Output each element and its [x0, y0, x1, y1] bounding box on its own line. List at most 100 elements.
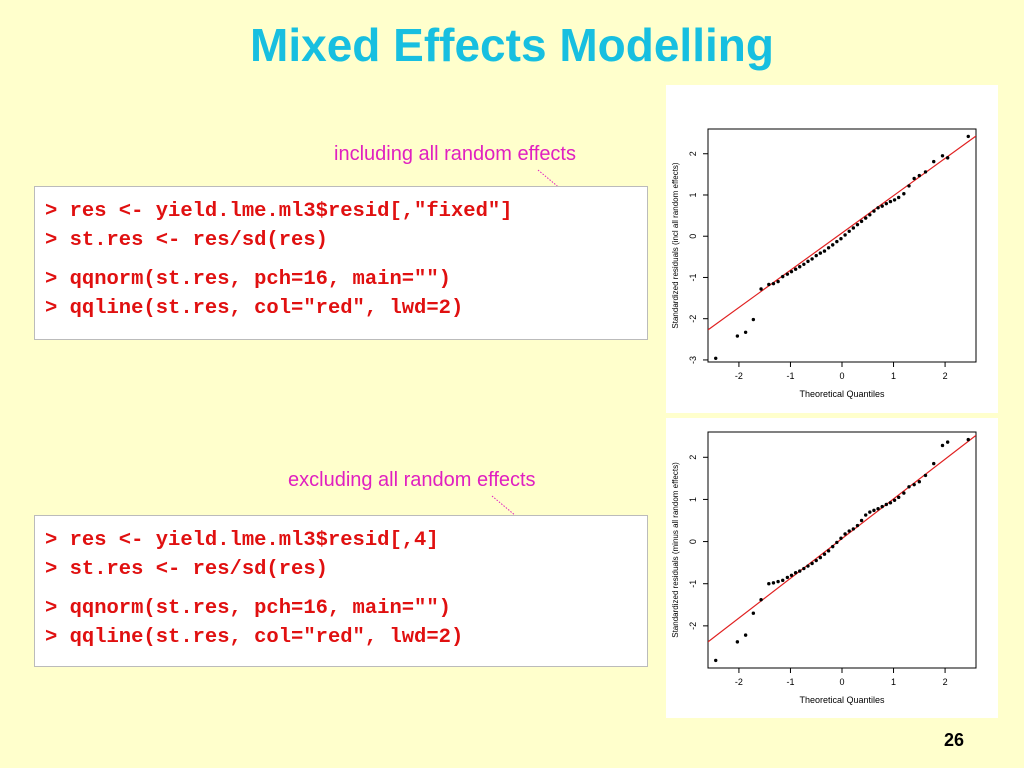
qq-point [888, 199, 893, 204]
qq-point [751, 317, 756, 322]
qq-point [876, 507, 880, 511]
x-tick-label: 0 [839, 371, 844, 381]
qq-point [859, 518, 864, 523]
code-line: > qqline(st.res, col="red", lwd=2) [45, 626, 464, 649]
qq-plot-incl: -2 -1 0 1 2 -3 -2 -1 0 1 2 Theoretical Quantiles Sta… [671, 128, 977, 399]
qq-point [855, 523, 860, 528]
y-tick-label: 0 [688, 539, 698, 544]
qq-point [907, 184, 911, 188]
qq-point [743, 633, 748, 637]
qq-point [802, 566, 806, 571]
qq-point [843, 233, 847, 237]
qq-point [818, 251, 823, 255]
qq-point [771, 581, 776, 585]
qq-point [907, 485, 911, 489]
qq-point [892, 498, 897, 502]
qq-point [884, 502, 889, 507]
x-tick-label: -2 [735, 677, 743, 687]
qq-point [872, 508, 876, 513]
qq-point [789, 269, 794, 274]
qq-point [876, 206, 880, 210]
qq-point [767, 282, 771, 287]
y-tick-label: -2 [688, 622, 698, 630]
qq-point [735, 334, 740, 338]
qq-point [912, 482, 916, 487]
annotation-excluding: excluding all random effects [288, 469, 536, 491]
qq-point [847, 529, 851, 533]
qq-point [789, 573, 794, 577]
qq-point [966, 437, 970, 442]
qq-point [868, 213, 872, 217]
plot-frame [707, 128, 977, 363]
qq-point [759, 598, 763, 602]
qq-point [776, 579, 780, 584]
x-axis-label: Theoretical Quantiles [799, 695, 885, 705]
qq-point [851, 527, 856, 531]
code-line: > qqnorm(st.res, pch=16, main="") [45, 597, 451, 620]
qq-point [822, 249, 827, 253]
qq-point [884, 201, 889, 206]
y-tick-label: -2 [688, 315, 698, 323]
qq-point [810, 561, 814, 566]
qq-point [802, 262, 806, 266]
qq-point [822, 552, 827, 556]
x-tick-label: 1 [891, 371, 896, 381]
qq-point [912, 176, 916, 181]
code-line: > st.res <- res/sd(res) [45, 558, 328, 581]
code-line: > res <- yield.lme.ml3$resid[,"fixed"] [45, 200, 513, 223]
x-tick-label: 2 [943, 677, 948, 687]
x-tick-label: 1 [891, 677, 896, 687]
qq-point [864, 513, 868, 517]
qq-point [831, 544, 835, 549]
qq-point [917, 480, 922, 484]
qq-point [888, 501, 893, 505]
x-tick-label: -1 [786, 371, 794, 381]
qq-point [806, 259, 810, 264]
qq-point [872, 209, 876, 213]
qq-point [831, 243, 835, 247]
qq-point [847, 229, 851, 233]
qq-point [785, 575, 790, 580]
qq-point [781, 274, 785, 279]
qq-point [793, 267, 798, 271]
code-line: > res <- yield.lme.ml3$resid[,4] [45, 529, 439, 552]
qq-point [814, 558, 818, 563]
qq-point [880, 504, 884, 509]
qq-point [839, 236, 843, 241]
qq-point [735, 640, 740, 644]
qq-point [902, 491, 906, 495]
qq-point [896, 195, 901, 200]
qq-point [814, 253, 818, 258]
qq-point [868, 510, 872, 514]
y-tick-label: -1 [688, 580, 698, 588]
qq-point [818, 555, 823, 560]
y-tick-label: -3 [688, 356, 698, 364]
qq-point [771, 281, 776, 286]
x-tick-label: -1 [786, 677, 794, 687]
qq-point [843, 532, 847, 536]
qq-point [759, 287, 763, 291]
x-tick-label: -2 [735, 371, 743, 381]
qq-point [859, 219, 864, 224]
qq-point [896, 495, 901, 500]
qq-point [743, 330, 748, 335]
page-number: 26 [943, 730, 964, 750]
qq-point [781, 578, 785, 583]
qq-point [714, 356, 718, 360]
qq-point [864, 216, 868, 220]
qq-point [751, 611, 756, 615]
qq-point [714, 658, 718, 663]
y-axis-label: Standardized residuals (minus all random… [671, 462, 680, 638]
qq-point [793, 571, 798, 575]
code-line: > qqnorm(st.res, pch=16, main="") [45, 268, 451, 291]
qq-point [835, 239, 839, 244]
qq-point [880, 204, 884, 208]
annotation-leader-1 [537, 169, 563, 191]
qq-point [767, 582, 771, 586]
qq-line [708, 135, 976, 331]
y-tick-label: 2 [688, 151, 698, 156]
qq-point [945, 156, 950, 160]
qq-point [902, 192, 906, 196]
x-tick-label: 2 [943, 371, 948, 381]
code-line: > qqline(st.res, col="red", lwd=2) [45, 297, 464, 320]
